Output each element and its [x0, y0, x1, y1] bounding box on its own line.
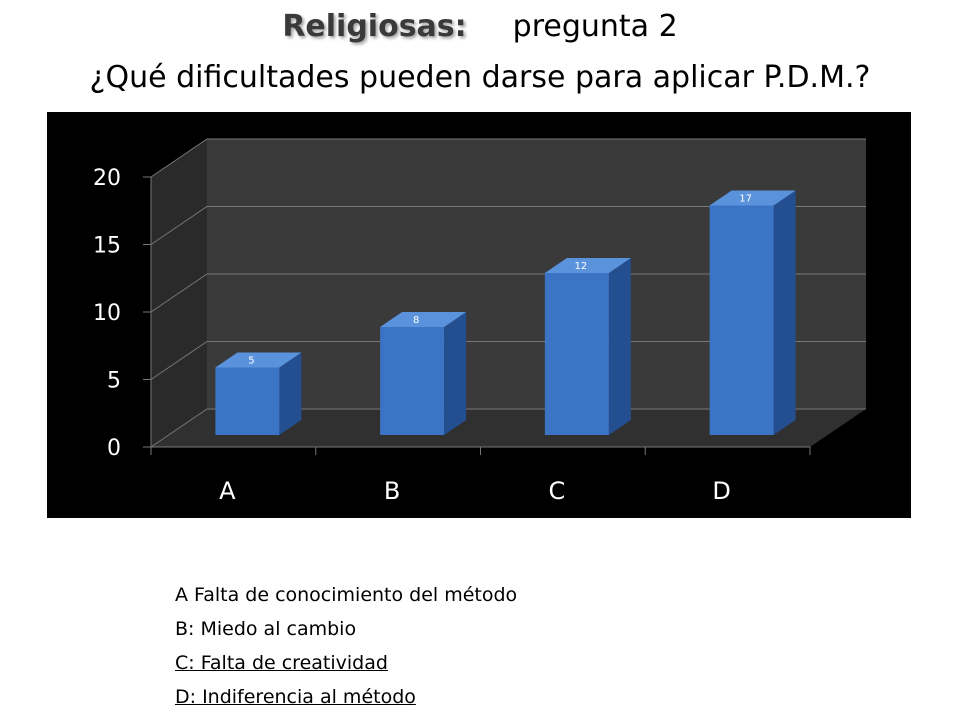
- category-legend: A Falta de conocimiento del método B: Mi…: [175, 578, 517, 714]
- bar-a-side: [279, 352, 302, 435]
- gridline: [150, 206, 866, 245]
- bar-d-side: [773, 190, 796, 435]
- y-tick-label: 5: [107, 369, 121, 394]
- gridline: [150, 273, 866, 313]
- gridline: [150, 341, 866, 380]
- x-tick-label-b: B: [384, 477, 400, 505]
- bar-b-top: [380, 312, 467, 327]
- data-label-b: 8: [413, 315, 419, 326]
- slide-subtitle: ¿Qué dificultades pueden darse para apli…: [89, 60, 871, 95]
- y-tick-label: 20: [93, 166, 121, 191]
- gridline: [150, 408, 866, 448]
- x-tick-label-a: A: [219, 477, 236, 505]
- bar-c-side: [608, 258, 631, 435]
- chart-svg: 0 5 10 15 20 5 A 8 B 12 C 17 D: [93, 138, 866, 505]
- data-label-c: 12: [575, 261, 588, 272]
- data-label-d: 17: [739, 194, 752, 205]
- chart-floor: [151, 409, 866, 447]
- y-tick-label: 15: [93, 234, 121, 259]
- gridline: [150, 138, 866, 178]
- bar-a: [215, 367, 280, 435]
- legend-item-b: B: Miedo al cambio: [175, 618, 357, 640]
- bar-b-side: [444, 312, 467, 435]
- bar-b: [380, 327, 445, 435]
- bar-d: [709, 205, 774, 435]
- title-bold-text: Religiosas:: [282, 9, 467, 44]
- bar-chart: 0 5 10 15 20 5 A 8 B 12 C 17 D: [47, 112, 911, 518]
- legend-item-a: A Falta de conocimiento del método: [175, 584, 518, 606]
- title-rest-text: pregunta 2: [512, 9, 678, 44]
- bar-c: [544, 273, 609, 435]
- data-label-a: 5: [248, 356, 254, 367]
- y-tick-label: 10: [93, 301, 121, 326]
- bar-a-top: [215, 352, 302, 368]
- y-tick-label: 0: [107, 436, 121, 461]
- bar-d-top: [709, 190, 796, 206]
- legend-item-d: D: Indiferencia al método: [175, 686, 416, 708]
- x-tick-label-c: C: [548, 477, 565, 505]
- slide-title: Religiosas: pregunta 2: [0, 10, 960, 44]
- legend-item-c: C: Falta de creatividad: [175, 652, 388, 674]
- bar-c-top: [544, 258, 631, 273]
- x-tick-label-d: D: [712, 477, 730, 505]
